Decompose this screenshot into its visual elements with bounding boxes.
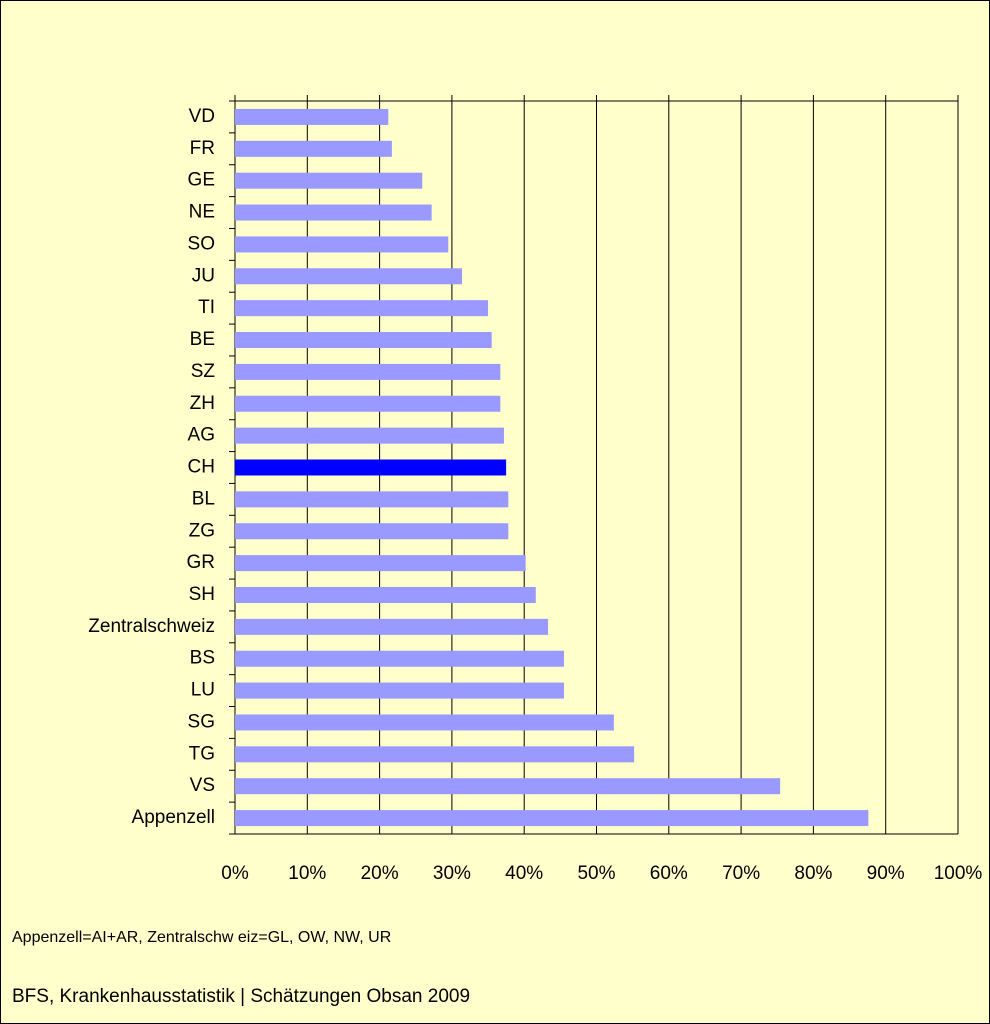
bar <box>235 427 504 444</box>
y-tick-label: SG <box>188 711 215 732</box>
x-tick-label: 80% <box>794 863 832 884</box>
y-tick-label: AG <box>188 425 215 446</box>
bar <box>235 108 389 125</box>
bar <box>235 491 509 508</box>
bar <box>235 363 501 380</box>
bar <box>235 523 509 540</box>
y-tick-label: GR <box>187 552 216 573</box>
x-tick-label: 70% <box>722 863 760 884</box>
bar <box>235 810 869 827</box>
bar <box>235 395 501 412</box>
y-tick-label: VS <box>190 775 215 796</box>
y-tick-label: JU <box>192 265 215 286</box>
x-tick-label: 0% <box>221 863 249 884</box>
y-tick-label: SO <box>188 233 215 254</box>
x-tick-label: 20% <box>361 863 399 884</box>
bar <box>235 140 392 157</box>
y-tick-label: LU <box>191 680 215 701</box>
bar <box>235 586 536 603</box>
bar <box>235 746 635 763</box>
footnote: Appenzell=AI+AR, Zentralschw eiz=GL, OW,… <box>12 929 391 946</box>
bar <box>235 778 781 795</box>
y-tick-label: Zentralschweiz <box>88 616 215 637</box>
y-tick-label: BL <box>192 488 215 509</box>
bar <box>235 682 564 699</box>
y-tick-label: ZH <box>190 393 215 414</box>
y-tick-label: ZG <box>189 520 215 541</box>
x-tick-label: 60% <box>650 863 688 884</box>
y-tick-label: FR <box>190 138 215 159</box>
bar <box>235 236 449 253</box>
y-tick-label: NE <box>189 202 215 223</box>
y-tick-label: BS <box>190 648 215 669</box>
y-tick-label: GE <box>188 170 215 191</box>
y-tick-label: SZ <box>191 361 216 382</box>
y-tick-label: BE <box>190 329 215 350</box>
bar <box>235 618 549 635</box>
x-tick-label: 50% <box>577 863 615 884</box>
y-tick-label: SH <box>189 584 215 605</box>
y-tick-label: Appenzell <box>132 807 215 828</box>
x-tick-label: 100% <box>934 863 983 884</box>
bar <box>235 172 423 189</box>
bar <box>235 268 463 285</box>
x-tick-label: 10% <box>288 863 326 884</box>
bar <box>235 650 564 667</box>
y-tick-label: TI <box>198 297 215 318</box>
bar <box>235 555 526 572</box>
bar <box>235 714 614 731</box>
y-tick-label: CH <box>188 457 215 478</box>
x-tick-label: 40% <box>505 863 543 884</box>
x-tick-label: 90% <box>867 863 905 884</box>
source: BFS, Krankenhausstatistik | Schätzungen … <box>12 986 470 1007</box>
bar <box>235 204 432 221</box>
y-tick-label: VD <box>189 106 215 127</box>
bar <box>235 332 492 349</box>
y-tick-label: TG <box>189 743 215 764</box>
x-tick-label: 30% <box>433 863 471 884</box>
bar <box>235 459 507 476</box>
bar <box>235 300 489 317</box>
